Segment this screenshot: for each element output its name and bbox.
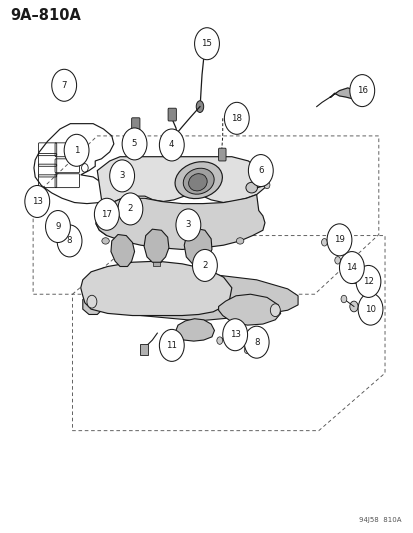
Polygon shape (83, 294, 102, 314)
Text: 2: 2 (127, 205, 133, 213)
Text: 6: 6 (257, 166, 263, 175)
Circle shape (74, 233, 79, 241)
Text: 1: 1 (74, 146, 79, 155)
Circle shape (63, 227, 69, 234)
Text: 3: 3 (185, 221, 191, 229)
Polygon shape (96, 157, 264, 236)
Polygon shape (184, 228, 211, 264)
Circle shape (355, 265, 380, 297)
FancyBboxPatch shape (110, 170, 117, 180)
Circle shape (64, 134, 89, 166)
Text: 15: 15 (201, 39, 212, 48)
Circle shape (334, 256, 340, 264)
Circle shape (61, 228, 69, 239)
Circle shape (216, 337, 222, 344)
Circle shape (349, 75, 374, 107)
Text: 9: 9 (55, 222, 60, 231)
Circle shape (224, 102, 249, 134)
Circle shape (270, 304, 280, 317)
Ellipse shape (102, 238, 109, 244)
Circle shape (57, 225, 82, 257)
Ellipse shape (124, 243, 132, 249)
Circle shape (341, 268, 347, 276)
Polygon shape (218, 294, 280, 325)
Circle shape (109, 160, 134, 192)
Ellipse shape (245, 182, 257, 193)
Text: 2: 2 (202, 261, 207, 270)
FancyBboxPatch shape (115, 174, 123, 183)
Circle shape (192, 249, 217, 281)
FancyBboxPatch shape (168, 108, 176, 121)
Text: 13: 13 (229, 330, 240, 339)
Circle shape (45, 211, 70, 243)
Circle shape (87, 295, 97, 308)
Ellipse shape (236, 238, 243, 244)
Circle shape (52, 69, 76, 101)
Polygon shape (198, 43, 207, 56)
Text: 8: 8 (66, 237, 72, 245)
Circle shape (263, 181, 269, 189)
Text: 13: 13 (32, 197, 43, 206)
Text: 3: 3 (119, 172, 125, 180)
Polygon shape (34, 189, 45, 204)
Polygon shape (330, 88, 354, 99)
Polygon shape (111, 235, 134, 266)
FancyBboxPatch shape (218, 148, 225, 161)
Text: 94J58  810A: 94J58 810A (358, 518, 401, 523)
Circle shape (340, 295, 346, 303)
Circle shape (244, 326, 268, 358)
Text: 18: 18 (231, 114, 242, 123)
Text: 8: 8 (253, 338, 259, 346)
Circle shape (52, 217, 60, 228)
Text: 17: 17 (101, 210, 112, 219)
Circle shape (326, 224, 351, 256)
Text: 12: 12 (362, 277, 373, 286)
Circle shape (350, 273, 358, 284)
Circle shape (122, 128, 147, 160)
Polygon shape (89, 273, 297, 321)
Text: 14: 14 (346, 263, 356, 272)
Circle shape (357, 293, 382, 325)
Text: 10: 10 (364, 305, 375, 313)
Circle shape (248, 155, 273, 187)
Text: 19: 19 (333, 236, 344, 244)
FancyBboxPatch shape (130, 206, 137, 215)
Circle shape (94, 198, 119, 230)
Polygon shape (176, 319, 214, 341)
Circle shape (159, 329, 184, 361)
Circle shape (118, 193, 142, 225)
Circle shape (330, 232, 339, 243)
Ellipse shape (183, 168, 214, 194)
Ellipse shape (196, 101, 203, 112)
Circle shape (250, 333, 258, 344)
Circle shape (349, 301, 357, 312)
Circle shape (339, 252, 363, 284)
FancyBboxPatch shape (352, 85, 365, 102)
Ellipse shape (188, 174, 206, 191)
Circle shape (344, 260, 352, 271)
Circle shape (159, 129, 184, 161)
Ellipse shape (175, 161, 222, 199)
Circle shape (194, 28, 219, 60)
FancyBboxPatch shape (139, 344, 147, 355)
Circle shape (176, 209, 200, 241)
Text: 11: 11 (166, 341, 177, 350)
Text: 9A–810A: 9A–810A (10, 8, 81, 23)
Text: 5: 5 (131, 140, 137, 148)
FancyBboxPatch shape (152, 256, 160, 266)
Circle shape (225, 328, 233, 338)
Circle shape (222, 319, 247, 351)
Circle shape (321, 239, 327, 246)
Text: 16: 16 (356, 86, 367, 95)
FancyBboxPatch shape (131, 118, 140, 132)
FancyBboxPatch shape (153, 252, 161, 262)
Text: 7: 7 (61, 81, 67, 90)
Circle shape (25, 185, 50, 217)
Polygon shape (144, 229, 169, 262)
Polygon shape (96, 195, 264, 249)
Text: 4: 4 (169, 141, 174, 149)
Polygon shape (81, 261, 231, 316)
Circle shape (244, 346, 249, 353)
